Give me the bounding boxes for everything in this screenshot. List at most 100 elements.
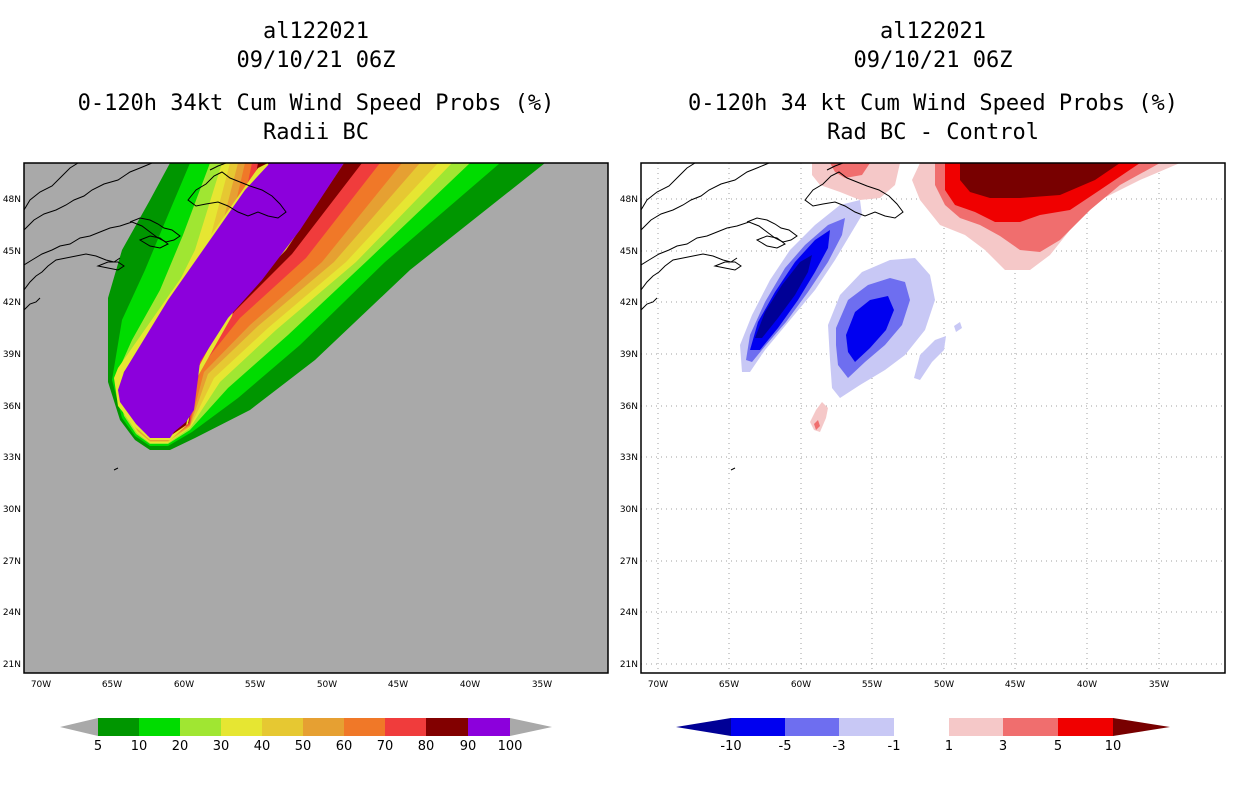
right-lon-40w: 40W xyxy=(1077,680,1097,690)
diff-neg-spot-2 xyxy=(954,322,962,332)
right-lat-45n: 45N xyxy=(620,247,638,257)
right-lat-27n: 27N xyxy=(620,557,638,567)
right-lon-70w: 70W xyxy=(648,680,668,690)
left-storm-id: al122021 xyxy=(263,19,369,44)
left-lat-21n: 21N xyxy=(3,660,21,670)
right-cb-bin-7 xyxy=(1058,718,1113,736)
right-cb-label-3: 3 xyxy=(999,739,1007,754)
left-lat-48n: 48N xyxy=(3,195,21,205)
right-cb-over-arrow xyxy=(1113,718,1170,736)
right-cb-under-arrow xyxy=(676,718,731,736)
right-cb-bin-4 xyxy=(894,718,949,736)
left-product: 0-120h 34kt Cum Wind Speed Probs (%) xyxy=(77,91,555,116)
left-lat-36n: 36N xyxy=(3,402,21,412)
right-cb-bin-3 xyxy=(839,718,894,736)
left-cb-over-arrow xyxy=(510,718,552,736)
left-cb-bin-2 xyxy=(139,718,180,736)
right-map-border xyxy=(640,162,1226,674)
left-lat-33n: 33N xyxy=(3,453,21,463)
left-lon-60w: 60W xyxy=(174,680,194,690)
right-lat-33n: 33N xyxy=(620,453,638,463)
right-lat-24n: 24N xyxy=(620,608,638,618)
left-cb-label-100: 100 xyxy=(498,739,523,754)
left-cb-label-60: 60 xyxy=(336,739,353,754)
left-cb-label-10: 10 xyxy=(131,739,148,754)
right-cb-label-m3: -3 xyxy=(833,739,846,754)
left-cb-bin-9 xyxy=(426,718,468,736)
right-map: 48N 45N 42N 39N 36N 33N 30N 27N 24N 21N … xyxy=(620,162,1226,690)
left-cb-bin-7 xyxy=(344,718,385,736)
right-datetime: 09/10/21 06Z xyxy=(853,48,1013,73)
left-lon-65w: 65W xyxy=(102,680,122,690)
diff-pos-10 xyxy=(960,163,1120,198)
left-lat-27n: 27N xyxy=(3,557,21,567)
right-cb-label-m10: -10 xyxy=(720,739,741,754)
right-lat-39n: 39N xyxy=(620,350,638,360)
left-lat-42n: 42N xyxy=(3,298,21,308)
right-storm-id: al122021 xyxy=(880,19,986,44)
diff-neg-spot xyxy=(914,336,946,380)
diff-neg-c5 xyxy=(846,296,894,362)
left-colorbar: 5 10 20 30 40 50 60 70 80 90 100 xyxy=(60,718,552,754)
left-lat-24n: 24N xyxy=(3,608,21,618)
right-colorbar: -10 -5 -3 -1 1 3 5 10 xyxy=(676,718,1170,754)
left-lon-40w: 40W xyxy=(460,680,480,690)
left-cb-bin-3 xyxy=(180,718,221,736)
left-datetime: 09/10/21 06Z xyxy=(236,48,396,73)
left-lat-45n: 45N xyxy=(3,247,21,257)
right-lat-labels: 48N 45N 42N 39N 36N 33N 30N 27N 24N 21N xyxy=(620,195,638,670)
left-cb-bin-5 xyxy=(262,718,303,736)
diff-pos-spot-2 xyxy=(814,420,820,430)
left-cb-label-30: 30 xyxy=(213,739,230,754)
right-cb-bin-2 xyxy=(785,718,839,736)
right-lat-21n: 21N xyxy=(620,660,638,670)
left-map: 48N 45N 42N 39N 36N 33N 30N 27N 24N 21N … xyxy=(3,162,609,690)
left-probability-swath xyxy=(108,163,545,450)
right-lat-36n: 36N xyxy=(620,402,638,412)
left-lon-45w: 45W xyxy=(388,680,408,690)
right-lat-48n: 48N xyxy=(620,195,638,205)
left-variant: Radii BC xyxy=(263,120,369,145)
right-cb-bin-5 xyxy=(949,718,1003,736)
left-cb-label-5: 5 xyxy=(94,739,102,754)
left-map-border xyxy=(23,162,609,674)
left-cb-bin-10 xyxy=(468,718,510,736)
right-product: 0-120h 34 kt Cum Wind Speed Probs (%) xyxy=(687,91,1179,116)
left-cb-label-80: 80 xyxy=(418,739,435,754)
left-lon-50w: 50W xyxy=(317,680,337,690)
swath-100 xyxy=(118,163,344,438)
left-cb-under-arrow xyxy=(60,718,98,736)
diff-pos-small-2 xyxy=(830,163,870,178)
left-cb-label-50: 50 xyxy=(295,739,312,754)
left-cb-bin-6 xyxy=(303,718,344,736)
left-coastline xyxy=(24,163,287,471)
right-lat-42n: 42N xyxy=(620,298,638,308)
right-difference-field xyxy=(740,163,1180,432)
right-lon-labels: 70W 65W 60W 55W 50W 45W 40W 35W xyxy=(648,680,1169,690)
left-cb-bin-4 xyxy=(221,718,262,736)
left-cb-label-70: 70 xyxy=(377,739,394,754)
right-variant: Rad BC - Control xyxy=(827,120,1039,145)
left-lat-labels: 48N 45N 42N 39N 36N 33N 30N 27N 24N 21N xyxy=(3,195,21,670)
right-cb-bin-1 xyxy=(731,718,785,736)
left-lon-35w: 35W xyxy=(532,680,552,690)
right-lon-50w: 50W xyxy=(934,680,954,690)
left-lon-70w: 70W xyxy=(31,680,51,690)
left-lon-labels: 70W 65W 60W 55W 50W 45W 40W 35W xyxy=(31,680,552,690)
right-panel-title: al122021 09/10/21 06Z 0-120h 34 kt Cum W… xyxy=(641,17,1225,147)
right-cb-label-m1: -1 xyxy=(888,739,901,754)
left-cb-label-20: 20 xyxy=(172,739,189,754)
left-cb-bin-1 xyxy=(98,718,139,736)
right-cb-label-5: 5 xyxy=(1054,739,1062,754)
right-lon-60w: 60W xyxy=(791,680,811,690)
right-lon-55w: 55W xyxy=(862,680,882,690)
left-panel-title: al122021 09/10/21 06Z 0-120h 34kt Cum Wi… xyxy=(24,17,608,147)
right-lon-35w: 35W xyxy=(1149,680,1169,690)
left-cb-bin-8 xyxy=(385,718,426,736)
right-lat-30n: 30N xyxy=(620,505,638,515)
right-cb-label-m5: -5 xyxy=(779,739,792,754)
right-cb-label-1: 1 xyxy=(945,739,953,754)
right-lon-45w: 45W xyxy=(1005,680,1025,690)
right-cb-label-10: 10 xyxy=(1105,739,1122,754)
